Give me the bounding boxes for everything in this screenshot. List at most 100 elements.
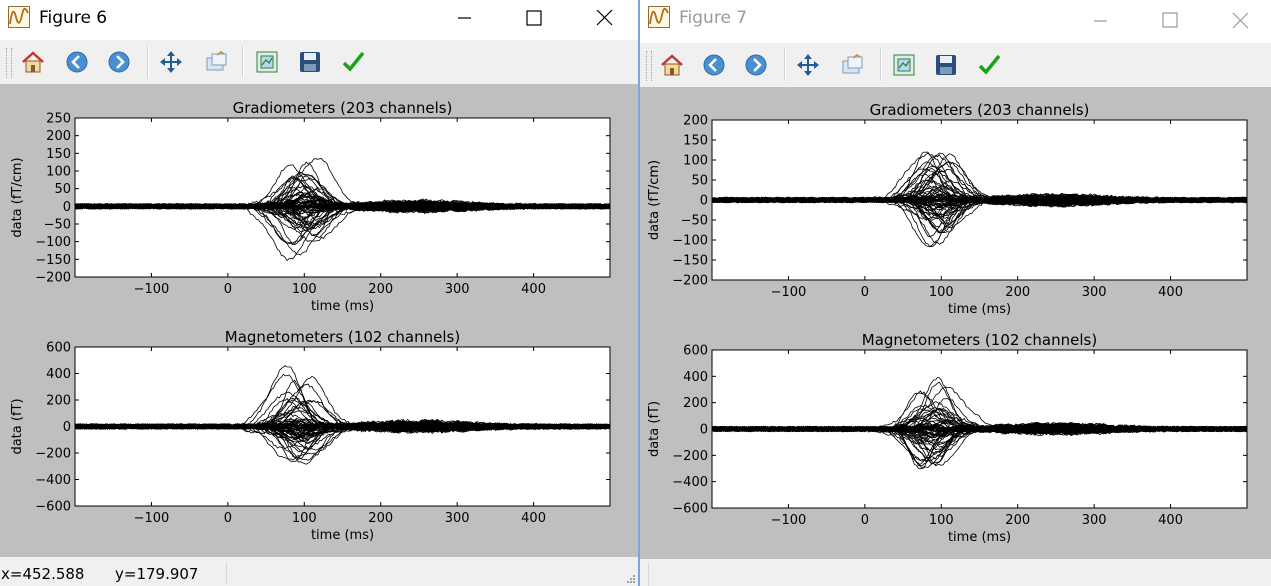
y-tick-label: 50 [691, 174, 708, 189]
save-button[interactable] [297, 49, 323, 75]
figure-6-window: Figure 6 250 200 150 100 50 0 −50 −100 −150 −200 −… [0, 0, 638, 586]
x-tick-label: 200 [368, 282, 393, 297]
configure-subplots-button[interactable] [891, 52, 917, 78]
save-icon [300, 52, 320, 72]
subplot-title: Magnetometers (102 channels) [862, 331, 1097, 349]
toolbar-separator [784, 49, 786, 81]
channel-trace [75, 197, 610, 214]
y-tick-label: 100 [46, 165, 71, 180]
subplot-title: Magnetometers (102 channels) [225, 328, 460, 346]
zoom-rect-button[interactable] [203, 49, 229, 75]
minimize-icon [1094, 20, 1107, 22]
x-axis-label: time (ms) [311, 299, 374, 314]
minimize-button[interactable] [450, 4, 480, 32]
channel-traces [712, 376, 1247, 470]
cursor-x-readout: x=452.588 [1, 565, 85, 583]
y-tick-label: −400 [35, 473, 71, 488]
window-title: Figure 7 [679, 8, 748, 28]
matplotlib-app-icon [648, 6, 670, 28]
title-bar[interactable]: Figure 7 [640, 0, 1271, 36]
configure-subplots-button[interactable] [254, 49, 280, 75]
minimize-button[interactable] [1086, 4, 1116, 32]
y-tick-label: 600 [683, 344, 708, 359]
subplot: 600 400 200 0 −200 −400 −600 −100 0 100 200 300 400 M… [647, 331, 1248, 545]
y-tick-label: −600 [35, 500, 71, 515]
y-tick-label: −100 [672, 234, 708, 249]
y-tick-label: 0 [700, 194, 708, 209]
window-divider [638, 0, 640, 586]
close-button[interactable] [1226, 4, 1256, 32]
y-tick-label: 50 [54, 182, 71, 197]
channel-trace [712, 193, 1247, 205]
navigation-toolbar [640, 43, 1271, 87]
y-tick-label: 200 [683, 396, 708, 411]
y-tick-label: 100 [683, 154, 708, 169]
pan-button[interactable] [158, 49, 184, 75]
y-tick-label: −50 [681, 214, 708, 229]
matplotlib-app-icon [8, 6, 30, 28]
configure-subplots-icon [893, 54, 915, 76]
channel-traces [75, 158, 610, 262]
figure-canvas[interactable]: 200 150 100 50 0 −50 −100 −150 −200 −100 0 100 200 30… [640, 87, 1271, 559]
y-tick-label: 400 [683, 370, 708, 385]
y-tick-label: −200 [672, 449, 708, 464]
x-axis-label: time (ms) [948, 302, 1011, 317]
y-tick-label: 600 [46, 341, 71, 356]
forward-arrow-button[interactable] [106, 49, 132, 75]
configure-subplots-icon [256, 51, 278, 73]
y-tick-label: 0 [700, 423, 708, 438]
y-tick-label: −200 [35, 271, 71, 286]
resize-grip-icon[interactable] [625, 573, 635, 583]
zoom-rect-icon [206, 51, 227, 71]
y-axis-label: data (fT/cm) [10, 157, 25, 237]
axes-frame [74, 117, 611, 278]
x-tick-label: 100 [292, 511, 317, 526]
toolbar-grip[interactable] [6, 48, 12, 78]
forward-arrow-icon [745, 54, 767, 76]
toolbar-grip[interactable] [646, 51, 652, 81]
x-tick-label: 400 [521, 282, 546, 297]
y-axis-label: data (fT) [10, 398, 25, 454]
home-button[interactable] [659, 52, 685, 78]
toolbar-separator [242, 46, 244, 78]
x-tick-label: 0 [224, 511, 232, 526]
y-tick-label: 0 [63, 200, 71, 215]
y-tick-label: −150 [35, 253, 71, 268]
maximize-icon [526, 10, 542, 26]
x-tick-label: 100 [929, 513, 954, 528]
forward-arrow-button[interactable] [743, 52, 769, 78]
figure-canvas[interactable]: 250 200 150 100 50 0 −50 −100 −150 −200 −100 0 100 20… [0, 84, 638, 557]
pan-button[interactable] [795, 52, 821, 78]
x-tick-label: 200 [1005, 513, 1030, 528]
back-arrow-icon [66, 51, 88, 73]
save-icon [936, 55, 956, 75]
y-tick-label: 0 [63, 420, 71, 435]
cursor-y-readout: y=179.907 [115, 565, 199, 583]
maximize-button[interactable] [519, 4, 549, 32]
zoom-rect-icon [842, 54, 863, 74]
check-icon [342, 51, 365, 72]
zoom-rect-button[interactable] [839, 52, 865, 78]
x-tick-label: 400 [521, 511, 546, 526]
channel-traces [712, 151, 1247, 248]
check-button[interactable] [340, 49, 366, 75]
y-tick-label: 200 [46, 394, 71, 409]
x-axis-label: time (ms) [311, 528, 374, 543]
maximize-button[interactable] [1155, 4, 1185, 32]
pan-icon [797, 54, 819, 76]
x-tick-label: −100 [771, 285, 807, 300]
channel-trace [712, 170, 1247, 207]
close-button[interactable] [590, 4, 620, 32]
home-button[interactable] [20, 49, 46, 75]
title-bar[interactable]: Figure 6 [0, 0, 638, 36]
save-button[interactable] [933, 52, 959, 78]
y-tick-label: 200 [46, 129, 71, 144]
figure-7-window: Figure 7 200 150 100 50 0 −50 −100 −150 −200 −100… [640, 0, 1271, 586]
toolbar-separator [880, 49, 882, 81]
home-icon [22, 51, 44, 73]
check-button[interactable] [976, 52, 1002, 78]
back-arrow-button[interactable] [701, 52, 727, 78]
y-tick-label: −200 [672, 274, 708, 289]
back-arrow-button[interactable] [64, 49, 90, 75]
y-axis-label: data (fT) [647, 401, 662, 457]
